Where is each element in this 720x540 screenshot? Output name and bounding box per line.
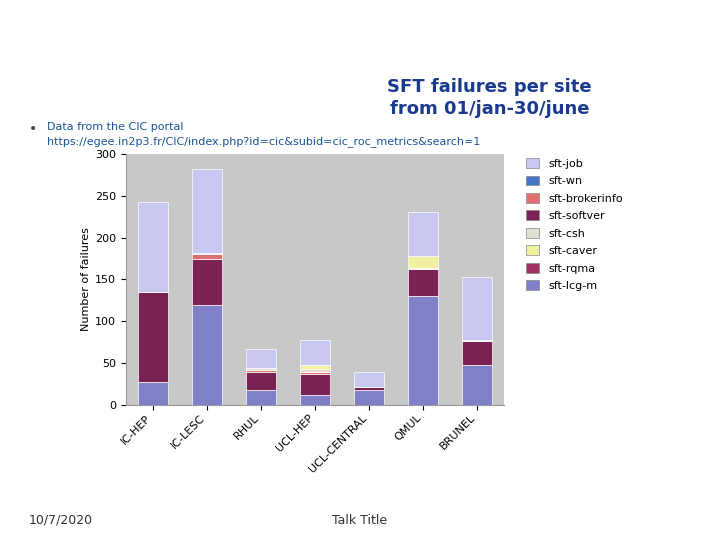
Bar: [408, 296, 438, 405]
Bar: [462, 340, 492, 341]
Bar: [138, 382, 168, 405]
Bar: [246, 372, 276, 390]
Bar: [246, 349, 276, 368]
Bar: [300, 373, 330, 374]
Bar: [408, 268, 438, 269]
Bar: [192, 305, 222, 405]
Text: Data from the CIC portal: Data from the CIC portal: [47, 122, 184, 132]
Bar: [192, 254, 222, 259]
Text: from 01/jan-30/june: from 01/jan-30/june: [390, 100, 590, 118]
Bar: [300, 365, 330, 369]
Bar: [192, 259, 222, 305]
Bar: [192, 169, 222, 253]
Bar: [408, 212, 438, 256]
Bar: [354, 372, 384, 387]
Bar: [300, 395, 330, 405]
Bar: [246, 368, 276, 370]
Bar: [246, 390, 276, 405]
Text: Imperial College: Imperial College: [14, 17, 116, 27]
Bar: [300, 374, 330, 395]
Text: •: •: [29, 122, 37, 136]
Text: SFT failures per site: SFT failures per site: [387, 78, 592, 96]
Bar: [408, 256, 438, 268]
Bar: [408, 269, 438, 296]
Bar: [354, 390, 384, 405]
Bar: [354, 387, 384, 390]
Bar: [300, 369, 330, 373]
Legend: sft-job, sft-wn, sft-brokerinfo, sft-softver, sft-csh, sft-caver, sft-rqma, sft-: sft-job, sft-wn, sft-brokerinfo, sft-sof…: [525, 157, 624, 292]
Bar: [462, 277, 492, 340]
Text: 10/7/2020: 10/7/2020: [29, 514, 93, 526]
Text: Talk Title: Talk Title: [333, 514, 387, 526]
Bar: [462, 341, 492, 365]
Y-axis label: Number of failures: Number of failures: [81, 227, 91, 332]
Bar: [138, 292, 168, 382]
Bar: [462, 365, 492, 405]
Bar: [300, 340, 330, 365]
Bar: [192, 253, 222, 254]
Bar: [246, 370, 276, 372]
Text: https://egee.in2p3.fr/CIC/index.php?id=cic&subid=cic_roc_metrics&search=1: https://egee.in2p3.fr/CIC/index.php?id=c…: [47, 136, 480, 147]
Text: London: London: [14, 42, 60, 52]
Bar: [138, 201, 168, 292]
